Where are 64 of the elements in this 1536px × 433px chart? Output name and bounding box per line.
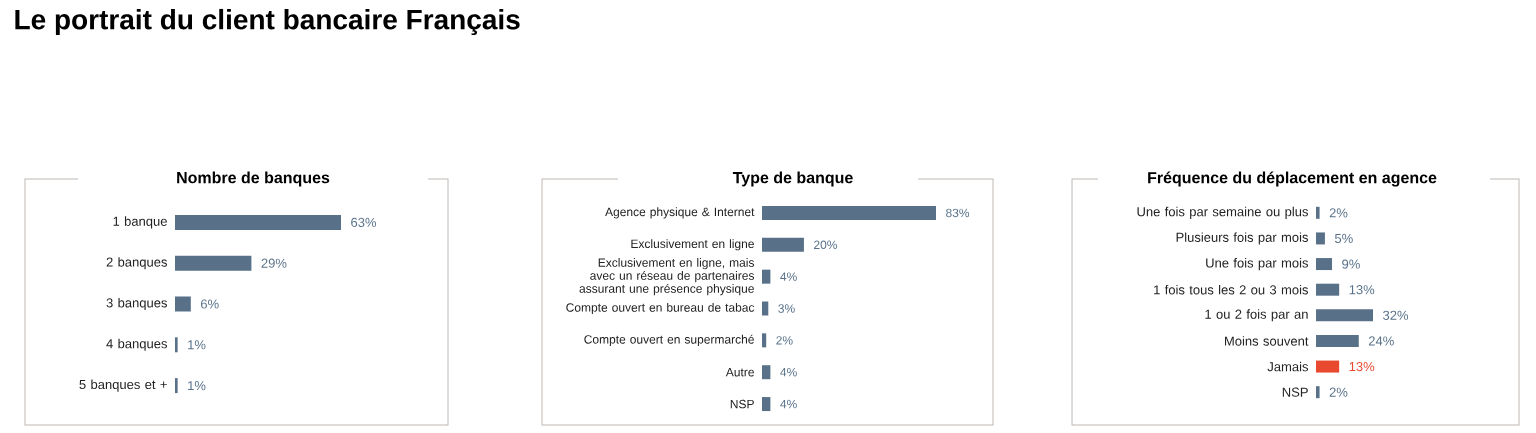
data-label: 1% [188, 340, 206, 350]
y-tick-label: 1 ou 2 fois par an [1205, 309, 1308, 322]
chart-title: Nombre de banques [177, 171, 330, 187]
data-label: 63% [351, 217, 377, 227]
y-tick-label: Une fois par mois [1206, 258, 1308, 271]
y-tick-label: Compte ouvert en bureau de tabac [566, 302, 755, 315]
data-label: 24% [1368, 336, 1394, 346]
bar [1316, 386, 1320, 399]
data-label: 20% [814, 240, 838, 250]
y-tick-label: Exclusivement en ligne, mais avec un réseau de partenaires assurant une présence physique [579, 258, 755, 296]
text: Le portrait du client bancaire Français [15, 8, 520, 36]
bar [1316, 334, 1359, 347]
bar [1316, 258, 1333, 271]
data-label: 32% [1383, 310, 1409, 320]
y-tick-label: NSP [730, 399, 754, 409]
y-tick-label: Autre [725, 368, 754, 377]
data-label: 29% [261, 258, 287, 268]
y-tick-label: 4 banques [106, 338, 167, 351]
bar [175, 255, 252, 271]
y-tick-label: Une fois par semaine ou plus [1137, 206, 1308, 219]
bar [175, 214, 341, 230]
bar [175, 337, 178, 353]
data-label: 1% [188, 381, 206, 391]
y-tick-label: Jamais [1267, 361, 1309, 372]
bar [1316, 232, 1325, 245]
y-tick-label: 2 banques [106, 257, 167, 270]
data-label: 5% [1334, 233, 1353, 244]
y-tick-label: 1 banque [113, 216, 167, 229]
data-label: 2% [776, 336, 793, 345]
bar [1316, 283, 1340, 296]
y-tick-label: Agence physique & Internet [605, 207, 755, 219]
bar [762, 397, 771, 412]
data-label: 2% [1329, 208, 1348, 218]
data-label: 6% [200, 299, 219, 309]
y-tick-label: Compte ouvert en supermarché [584, 334, 754, 347]
bar [1316, 206, 1320, 219]
data-label: 2% [1329, 387, 1348, 397]
data-label: 4% [780, 399, 797, 409]
y-tick-label: Exclusivement en ligne [631, 239, 754, 251]
bar [1316, 360, 1340, 373]
bar [1316, 309, 1374, 322]
bar [762, 365, 771, 380]
data-label: 4% [780, 368, 797, 377]
chart-title: Fréquence du déplacement en agence [1148, 171, 1437, 187]
y-tick-label: 3 banques [106, 297, 167, 311]
chart-title: Type de banque [732, 171, 853, 187]
bar [175, 378, 178, 394]
data-label: 83% [946, 208, 970, 218]
data-label: 4% [780, 272, 797, 281]
y-tick-label: NSP [1282, 387, 1308, 397]
bar [762, 333, 767, 348]
data-label: 13% [1349, 285, 1375, 295]
data-label: 9% [1342, 259, 1360, 269]
bar [762, 205, 936, 220]
y-tick-label: Plusieurs fois par mois [1176, 232, 1308, 245]
y-tick-label: 1 fois tous les 2 ou 3 mois [1154, 284, 1308, 295]
y-tick-label: Moins souvent [1225, 336, 1309, 346]
bar [762, 301, 769, 316]
data-label: 3% [778, 304, 795, 313]
y-tick-label: 5 banques et + [79, 379, 167, 392]
bar [175, 296, 191, 312]
bar [762, 237, 804, 252]
bar [762, 269, 771, 284]
data-label: 13% [1349, 361, 1375, 372]
